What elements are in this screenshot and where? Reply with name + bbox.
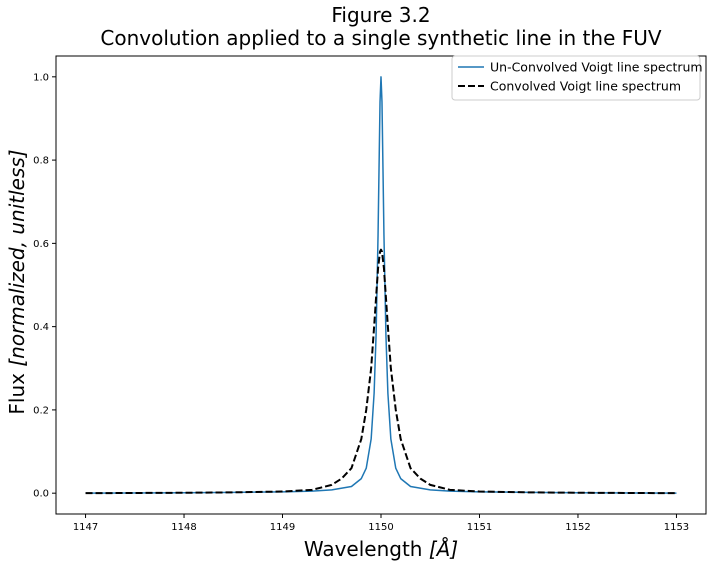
- y-tick-label: 0.4: [33, 322, 49, 333]
- x-tick-label: 1153: [664, 522, 689, 533]
- x-tick-label: 1152: [565, 522, 590, 533]
- y-tick-label: 0.8: [33, 156, 49, 167]
- legend-label-unconvolved: Un-Convolved Voigt line spectrum: [490, 60, 703, 75]
- legend-frame: [451, 55, 701, 101]
- y-tick-label: 0.0: [33, 489, 49, 500]
- x-axis-ticks: 1147 1148 1149 1150 1151 1152 1153: [73, 514, 689, 533]
- legend: Un-Convolved Voigt line spectrum Convolv…: [451, 55, 703, 101]
- x-axis-label-unit: [Å]: [429, 537, 458, 561]
- x-tick-label: 1147: [73, 522, 98, 533]
- series-line-unconvolved: [85, 76, 677, 494]
- x-axis-label-main: Wavelength: [304, 537, 429, 561]
- y-axis-label-unit: [normalized, unitless]: [5, 149, 29, 366]
- y-tick-label: 0.2: [33, 405, 49, 416]
- x-tick-label: 1151: [467, 522, 492, 533]
- x-tick-label: 1148: [171, 522, 196, 533]
- legend-label-convolved: Convolved Voigt line spectrum: [490, 79, 681, 94]
- y-axis-label: Flux [normalized, unitless]: [5, 149, 29, 414]
- x-tick-label: 1150: [368, 522, 393, 533]
- x-tick-label: 1149: [270, 522, 295, 533]
- y-tick-label: 1.0: [33, 72, 49, 83]
- y-axis-label-main: Flux: [5, 367, 29, 415]
- x-axis-label: Wavelength [Å]: [304, 537, 458, 561]
- series-line-convolved: [85, 248, 677, 495]
- y-axis-ticks: 0.0 0.2 0.4 0.6 0.8 1.0: [33, 72, 56, 500]
- chart-subtitle: Convolution applied to a single syntheti…: [100, 26, 661, 50]
- y-tick-label: 0.6: [33, 239, 49, 250]
- chart-title: Figure 3.2: [331, 3, 430, 27]
